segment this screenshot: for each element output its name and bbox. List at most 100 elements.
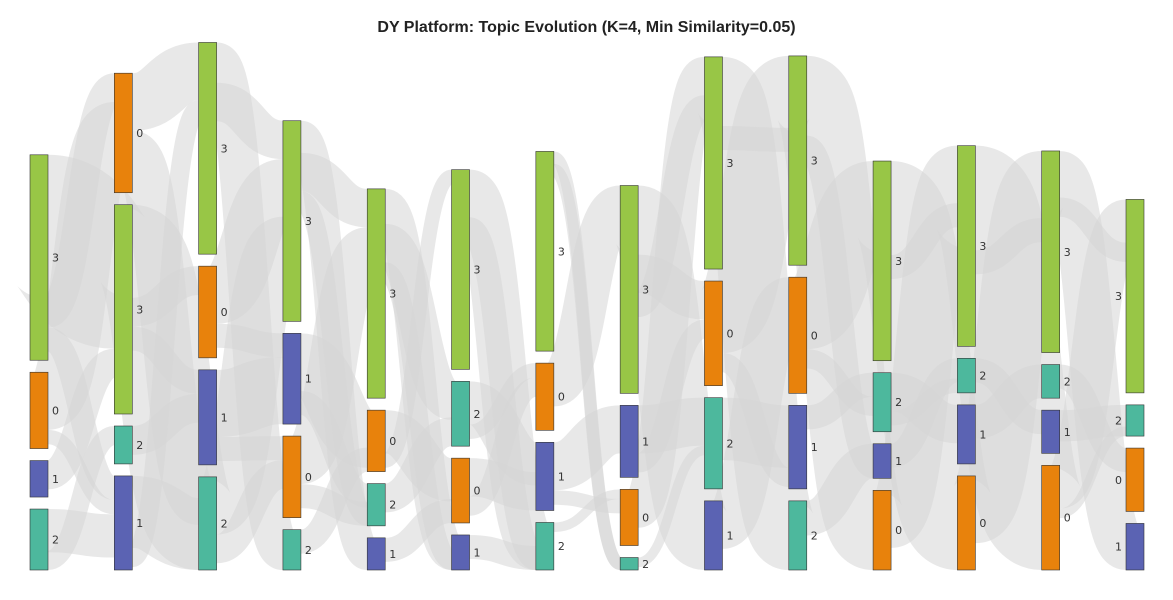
topic-node-2[interactable] — [957, 358, 976, 394]
topic-node-3[interactable] — [619, 185, 639, 394]
topic-node-0[interactable] — [704, 280, 723, 386]
flow-link — [951, 150, 1066, 544]
topic-node-2[interactable] — [114, 425, 133, 465]
topic-node-2[interactable] — [1125, 404, 1145, 437]
topic-node-label: 2 — [811, 529, 818, 542]
topic-node-3[interactable] — [872, 160, 892, 362]
topic-node-label: 1 — [52, 473, 59, 486]
topic-node-0[interactable] — [29, 371, 49, 449]
topic-node-0[interactable] — [1125, 447, 1145, 512]
flow-link — [213, 460, 286, 564]
topic-node-label: 2 — [1115, 414, 1122, 427]
topic-node-1[interactable] — [366, 537, 386, 571]
topic-node-label: 3 — [136, 303, 143, 316]
flow-link — [553, 489, 621, 533]
topic-node-1[interactable] — [198, 369, 217, 466]
topic-node-label: 2 — [474, 408, 481, 421]
topic-node-1[interactable] — [788, 405, 808, 490]
flow-link — [129, 42, 202, 131]
topic-node-2[interactable] — [451, 381, 470, 447]
topic-node-0[interactable] — [535, 362, 555, 431]
flow-link — [198, 216, 301, 535]
labels-layer: 3 0 1 2 0 3 2 1 3 0 1 2 3 1 0 2 3 0 2 1 3 2 0 1 3 0 1 2 3 1 0 2 3 0 2 1 3 0 1 2… — [52, 127, 1122, 571]
topic-node-label: 1 — [642, 435, 649, 448]
flow-link — [214, 82, 285, 160]
topic-node-1[interactable] — [114, 475, 133, 571]
topic-node-1[interactable] — [619, 405, 639, 478]
topic-node-1[interactable] — [282, 333, 302, 425]
topic-node-1[interactable] — [872, 443, 892, 479]
topic-node-label: 3 — [979, 240, 986, 253]
topic-node-0[interactable] — [1041, 465, 1060, 571]
topic-node-3[interactable] — [114, 204, 133, 415]
topic-node-label: 1 — [1115, 541, 1122, 554]
topic-node-3[interactable] — [282, 120, 302, 322]
topic-node-label: 3 — [221, 142, 228, 155]
flow-link — [553, 490, 621, 514]
topic-node-0[interactable] — [788, 276, 808, 394]
topic-node-label: 0 — [642, 511, 649, 524]
topic-node-2[interactable] — [872, 372, 892, 433]
flow-link — [1047, 199, 1139, 509]
topic-node-label: 3 — [389, 288, 396, 301]
topic-node-label: 1 — [726, 529, 733, 542]
topic-node-0[interactable] — [619, 489, 639, 546]
flow-link — [44, 348, 118, 490]
topic-node-3[interactable] — [366, 188, 386, 399]
topic-node-3[interactable] — [1125, 199, 1145, 394]
topic-node-0[interactable] — [366, 409, 386, 472]
flow-link — [45, 426, 117, 570]
topic-node-3[interactable] — [704, 56, 723, 270]
topic-node-1[interactable] — [1041, 409, 1060, 454]
topic-node-label: 2 — [895, 396, 902, 409]
topic-node-label: 3 — [1115, 290, 1122, 303]
topic-node-2[interactable] — [788, 500, 808, 571]
topic-node-3[interactable] — [198, 42, 217, 255]
topic-node-3[interactable] — [535, 151, 555, 352]
topic-node-label: 3 — [726, 157, 733, 170]
topic-node-0[interactable] — [198, 265, 217, 359]
flow-link — [384, 498, 453, 562]
topic-node-2[interactable] — [619, 557, 639, 571]
flow-link — [699, 55, 812, 354]
topic-node-3[interactable] — [788, 55, 808, 266]
topic-node-label: 0 — [305, 471, 312, 484]
topic-node-1[interactable] — [451, 534, 470, 571]
topic-node-label: 0 — [895, 524, 902, 537]
topic-node-1[interactable] — [957, 404, 976, 465]
flow-link — [974, 218, 1043, 275]
topic-node-1[interactable] — [1125, 523, 1145, 571]
topic-node-3[interactable] — [1041, 150, 1060, 353]
topic-node-label: 3 — [305, 215, 312, 228]
topic-node-3[interactable] — [957, 145, 976, 347]
topic-node-2[interactable] — [29, 508, 49, 571]
topic-node-1[interactable] — [29, 460, 49, 498]
topic-node-3[interactable] — [29, 154, 49, 361]
topic-node-0[interactable] — [451, 457, 470, 524]
topic-node-2[interactable] — [198, 476, 217, 571]
topic-node-1[interactable] — [704, 500, 723, 571]
chart-title: DY Platform: Topic Evolution (K=4, Min S… — [377, 19, 796, 36]
flow-link — [543, 185, 631, 407]
topic-node-label: 1 — [221, 411, 228, 424]
topic-node-2[interactable] — [1041, 364, 1060, 399]
topic-node-label: 1 — [895, 455, 902, 468]
topic-node-2[interactable] — [366, 483, 386, 527]
topic-node-0[interactable] — [872, 490, 892, 571]
topic-node-0[interactable] — [114, 72, 133, 194]
topic-node-1[interactable] — [535, 442, 555, 511]
topic-node-3[interactable] — [451, 169, 470, 370]
topic-node-label: 2 — [979, 370, 986, 383]
topic-node-label: 1 — [136, 517, 143, 530]
topic-node-0[interactable] — [957, 475, 976, 571]
topic-node-2[interactable] — [282, 529, 302, 571]
topic-node-label: 1 — [389, 548, 396, 561]
topic-node-label: 1 — [1064, 426, 1071, 439]
flow-link — [299, 152, 370, 228]
topic-node-label: 0 — [1115, 474, 1122, 487]
topic-node-label: 2 — [642, 558, 649, 571]
topic-node-label: 3 — [1064, 246, 1071, 259]
topic-node-0[interactable] — [282, 435, 302, 518]
topic-node-2[interactable] — [535, 522, 555, 571]
topic-node-2[interactable] — [704, 397, 723, 490]
